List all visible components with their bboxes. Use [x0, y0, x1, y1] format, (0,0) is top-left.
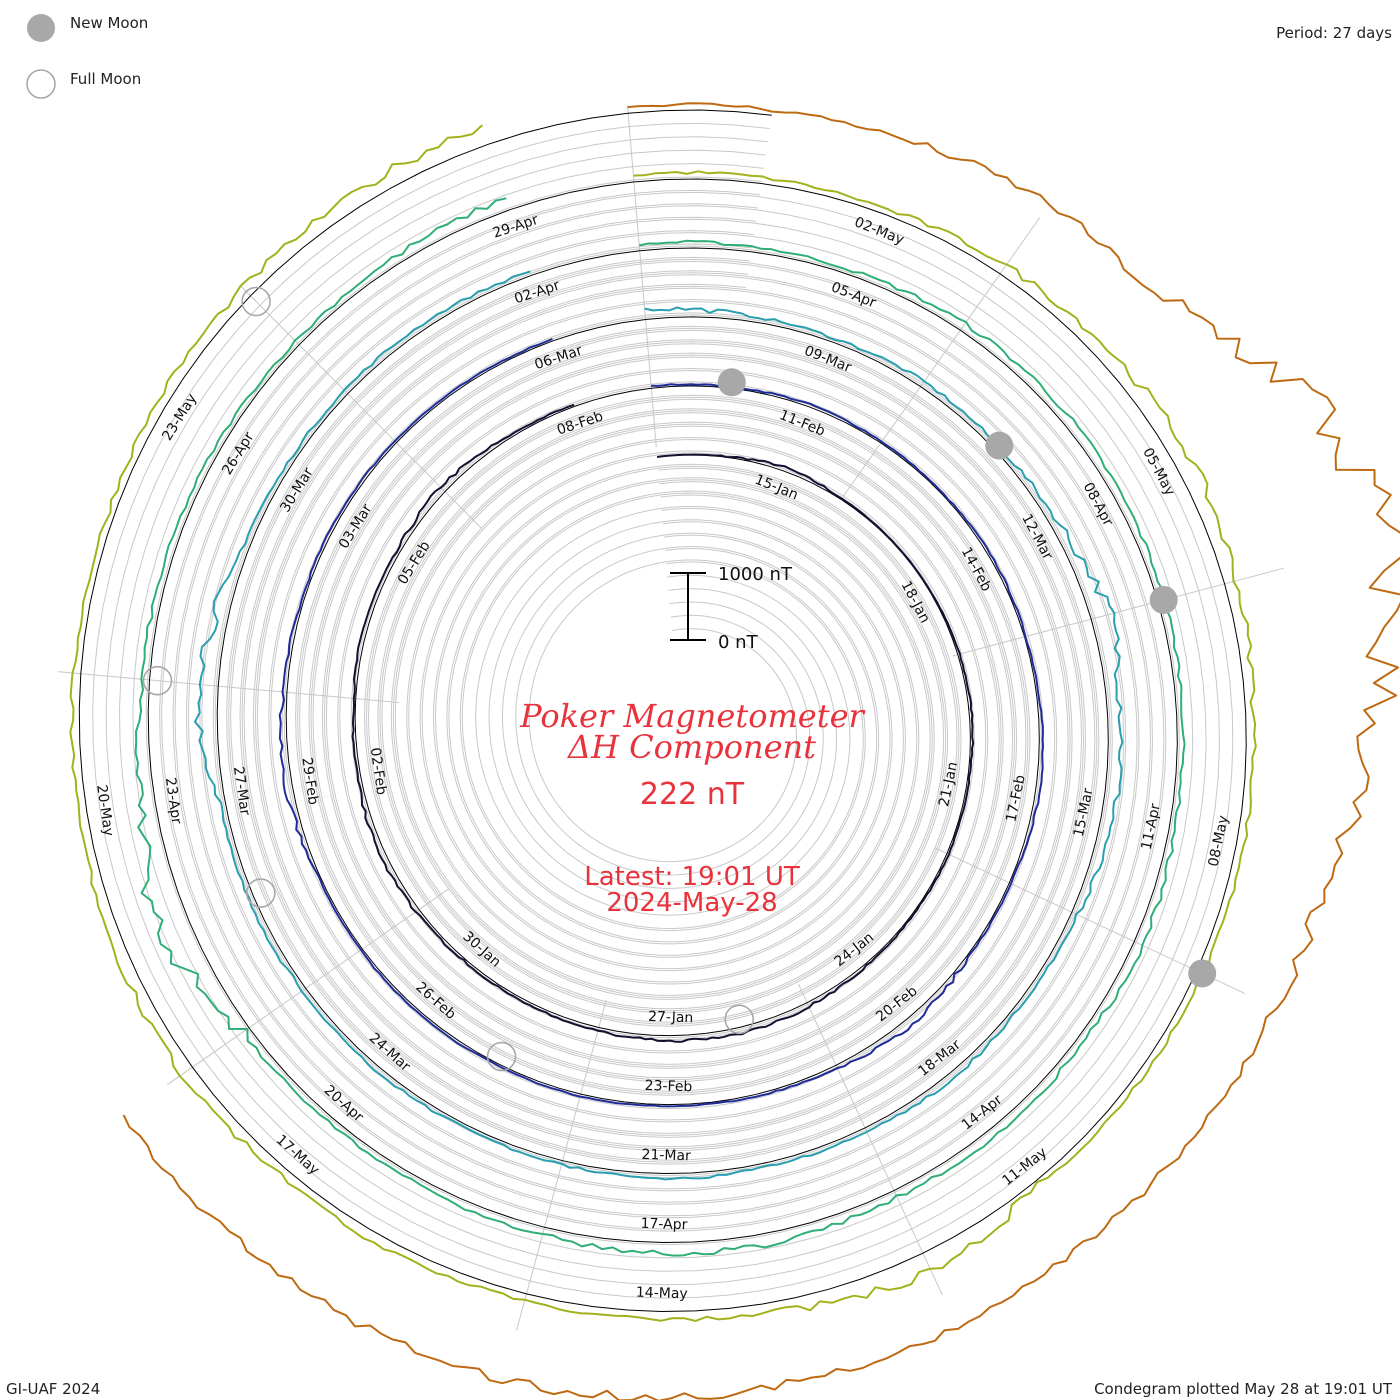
day-spoke [797, 983, 943, 1296]
scale-bar: 1000 nT 0 nT [670, 564, 793, 653]
date-label: 06-Mar [533, 343, 585, 374]
series-trace-2 [278, 337, 1044, 1108]
chart-subtitle: ΔH Component [566, 728, 816, 766]
period-label: Period: 27 days [1276, 24, 1392, 42]
baseline-spiral [78, 109, 1247, 1313]
scale-bar-top-label: 1000 nT [718, 564, 793, 585]
grid-ring [239, 270, 1087, 1152]
footer-plotted: Condegram plotted May 28 at 19:01 UT [1094, 1380, 1393, 1398]
new-moon-legend-icon [27, 14, 55, 42]
grid-ring [199, 230, 1127, 1192]
grid-ring [159, 189, 1167, 1232]
magnetometer-traces [69, 102, 1400, 1400]
footer-credit: GI-UAF 2024 [6, 1380, 100, 1398]
latest-date: 2024-May-28 [606, 888, 777, 918]
current-value: 222 nT [640, 777, 745, 812]
chart-title: Poker Magnetometer [519, 697, 865, 735]
full-moon-marker [245, 878, 276, 908]
series-trace-6 [122, 102, 1400, 1400]
grid-ring [226, 256, 1100, 1165]
grid-ring [105, 136, 1220, 1286]
full-moon-marker [241, 286, 271, 317]
grid-ring [252, 283, 1073, 1138]
grid-ring [92, 122, 1234, 1299]
date-label: 23-Apr [162, 776, 185, 825]
date-label: 05-Apr [829, 279, 879, 311]
day-spoke [626, 105, 657, 448]
full-moon-marker [724, 1004, 755, 1035]
date-label: 21-Mar [641, 1147, 691, 1165]
series-trace-4 [134, 197, 1186, 1257]
date-label: 29-Apr [491, 212, 541, 242]
date-label: 24-Jan [832, 930, 877, 971]
date-label: 11-Apr [1139, 802, 1164, 851]
grid-ring [172, 203, 1154, 1219]
date-label: 08-Feb [555, 408, 605, 438]
date-label: 11-Feb [777, 407, 827, 440]
date-label: 15-Jan [752, 472, 800, 504]
date-label: 27-Jan [648, 1009, 694, 1026]
date-label: 23-Feb [644, 1078, 692, 1095]
date-label: 29-Feb [298, 756, 321, 806]
date-label: 20-May [93, 784, 116, 838]
date-label: 14-Apr [959, 1092, 1006, 1134]
new-moon-marker [1188, 959, 1217, 988]
date-label: 27-Mar [230, 765, 253, 816]
scale-bar-bottom-label: 0 nT [718, 632, 759, 653]
grid-ring [132, 163, 1194, 1259]
date-label: 02-Feb [367, 747, 390, 797]
grid-ring [185, 216, 1140, 1205]
latest-time: Latest: 19:01 UT [584, 862, 800, 892]
date-label: 11-May [999, 1144, 1050, 1189]
full-moon-legend-icon [26, 69, 56, 99]
grid-ring [118, 149, 1207, 1272]
day-spoke [57, 671, 400, 704]
day-spoke [952, 567, 1284, 657]
date-label: 02-Apr [512, 277, 562, 307]
day-spoke [516, 1000, 607, 1331]
new-moon-marker [1149, 585, 1178, 614]
new-moon-legend-label: New Moon [70, 14, 148, 32]
series-trace-1 [351, 403, 975, 1043]
grid-ring [212, 243, 1113, 1179]
day-spoke [167, 888, 449, 1086]
series-trace-5 [69, 124, 1257, 1322]
date-label: 14-May [636, 1285, 688, 1303]
date-label: 17-Apr [640, 1216, 688, 1233]
moon-phase-markers [142, 286, 1217, 1072]
full-moon-legend-label: Full Moon [70, 70, 141, 88]
spiral-baseline [78, 109, 1247, 1313]
full-moon-marker [486, 1041, 517, 1072]
full-moon-marker [142, 665, 173, 696]
new-moon-marker [717, 368, 746, 397]
legend: New Moon Full Moon [26, 14, 148, 99]
series-trace-3 [194, 270, 1124, 1181]
new-moon-marker [985, 431, 1014, 460]
day-spoke [842, 217, 1041, 498]
